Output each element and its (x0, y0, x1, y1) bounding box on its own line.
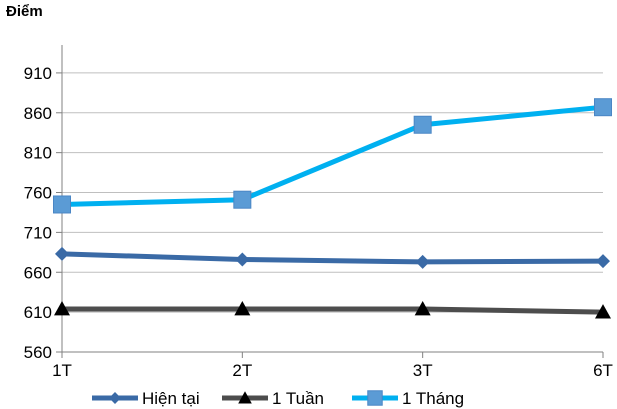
series-1 (54, 300, 611, 319)
y-tick-label: 660 (24, 263, 52, 282)
y-tick-label: 560 (24, 343, 52, 362)
series-2 (53, 98, 612, 214)
legend-label: 1 Tháng (402, 389, 464, 408)
data-point (55, 246, 69, 261)
data-point (54, 300, 70, 316)
data-point (234, 300, 251, 316)
x-tick-label: 3T (413, 361, 433, 380)
data-point (235, 252, 250, 267)
data-point (53, 195, 71, 214)
legend-item: Hiện tại (92, 389, 200, 408)
data-point (596, 254, 610, 269)
y-tick-label: 860 (24, 104, 52, 123)
legend-swatch-marker (109, 392, 121, 404)
data-point (595, 304, 611, 319)
legend-label: 1 Tuần (272, 389, 324, 408)
data-point (413, 115, 432, 134)
grid-layer (62, 72, 603, 313)
legend-item: 1 Tháng (352, 389, 464, 408)
series-layer (53, 98, 612, 319)
series-line (61, 251, 604, 265)
axis-layer: 560 610 660 710 760 810 860 910 1T 2T 3T 6T (24, 45, 613, 380)
data-point (415, 254, 430, 269)
legend-item: 1 Tuần (222, 389, 324, 408)
data-point (594, 98, 612, 117)
series-line (62, 306, 604, 315)
series-line (61, 104, 604, 207)
x-tick-label: 2T (232, 361, 252, 380)
legend: Hiện tại 1 Tuần 1 Tháng (92, 389, 464, 408)
legend-swatch-marker (367, 390, 383, 406)
y-tick-label: 610 (24, 303, 52, 322)
y-axis-label: Điểm (6, 3, 43, 20)
x-tick-label: 1T (52, 361, 72, 380)
legend-label: Hiện tại (142, 389, 200, 408)
y-tick-label: 760 (24, 184, 52, 203)
data-point (414, 300, 431, 316)
y-tick-label: 710 (24, 223, 52, 242)
data-point (233, 190, 252, 209)
x-tick-label: 6T (593, 361, 613, 380)
y-tick-label: 810 (24, 144, 52, 163)
y-tick-label: 910 (24, 64, 52, 83)
legend-swatch-marker (238, 391, 252, 404)
series-0 (55, 246, 610, 269)
